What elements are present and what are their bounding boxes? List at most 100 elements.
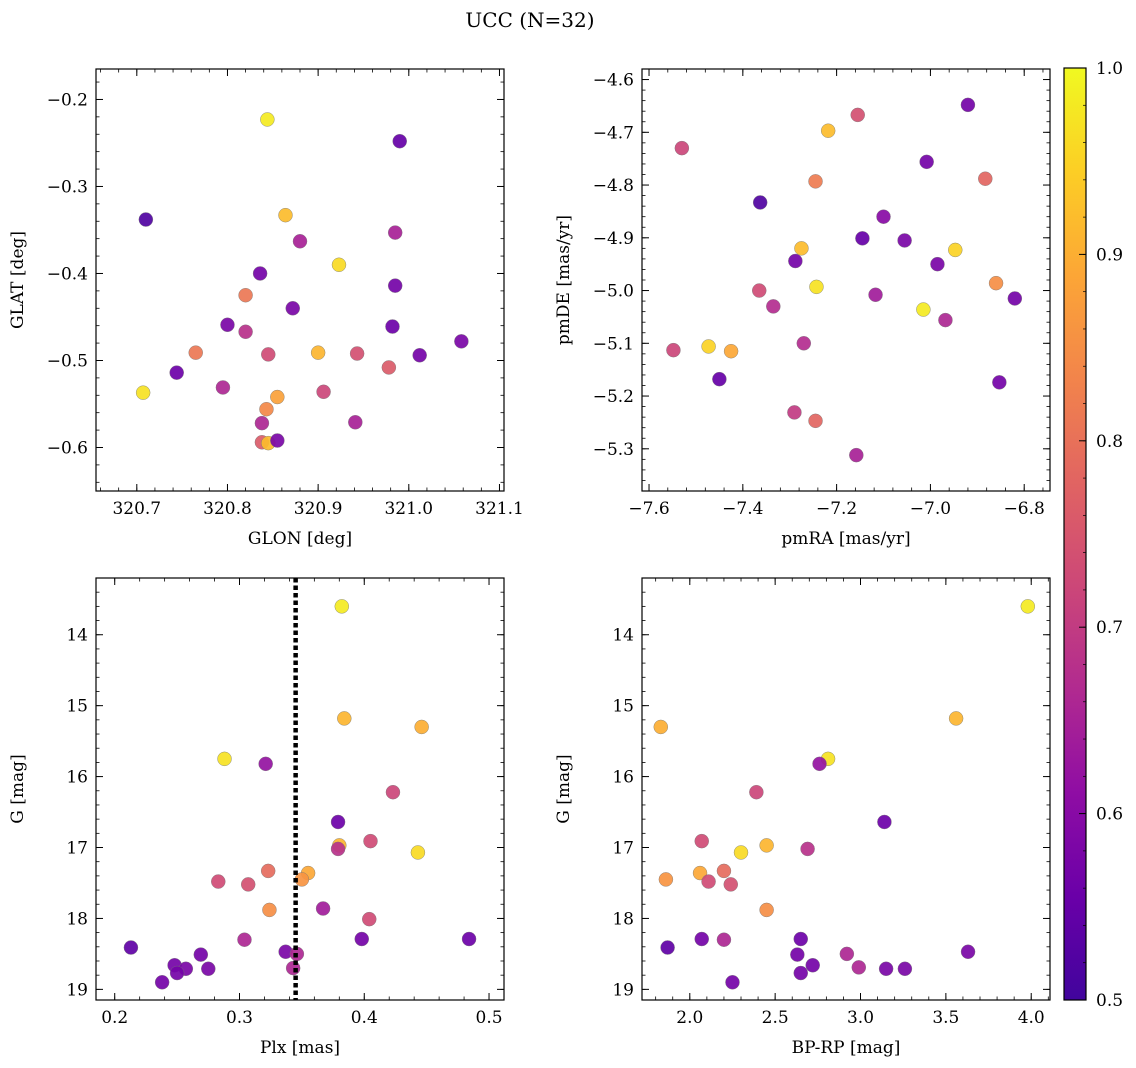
- scatter-point: [674, 140, 690, 156]
- scatter-point: [193, 947, 209, 962]
- scatter-point: [749, 784, 764, 800]
- scatter-point: [270, 433, 285, 448]
- scatter-point: [220, 317, 235, 333]
- scatter-point: [260, 112, 275, 127]
- scatter-point: [790, 947, 805, 962]
- scatter-point: [254, 415, 270, 431]
- scatter-point: [988, 275, 1004, 291]
- scatter-point: [169, 365, 184, 380]
- scatter-point: [796, 336, 811, 351]
- y-tick-label: −5.2: [593, 387, 634, 407]
- y-tick-label: −0.3: [47, 177, 88, 197]
- scatter-point: [330, 814, 346, 830]
- x-tick-label: 321.0: [384, 499, 433, 519]
- scatter-point: [658, 872, 674, 887]
- x-axis-label: pmRA [mas/yr]: [781, 529, 910, 549]
- scatter-point: [1007, 291, 1023, 306]
- scatter-point: [978, 171, 993, 186]
- colorbar: 0.5 0.6 0.7 0.8 0.9 1.0: [1063, 59, 1123, 1011]
- scatter-point: [897, 233, 912, 248]
- scatter-point: [337, 711, 352, 726]
- scatter-point: [851, 960, 867, 975]
- scatter-point: [238, 324, 253, 339]
- panel-plx_g: 0.2 0.3 0.4 0.5 14 15 16 17 18 19 Plx [mas] G [mag]: [8, 577, 505, 1058]
- panel-glon_glat: 320.7 320.8 320.9 321.0 321.1 −0.6 −0.5 −0.4 −0.…: [8, 68, 524, 549]
- scatter-point: [412, 348, 427, 363]
- scatter-point: [793, 931, 808, 947]
- scatter-point: [123, 940, 139, 955]
- colorbar-frame: [1063, 67, 1087, 1001]
- scatter-point: [839, 946, 855, 962]
- y-tick-label: −5.0: [593, 282, 634, 302]
- colorbar-tick-label: 0.8: [1096, 432, 1123, 452]
- scatter-point: [138, 212, 154, 227]
- x-tick-label: 0.4: [351, 1008, 378, 1028]
- x-axis-label: Plx [mas]: [260, 1038, 340, 1058]
- scatter-point: [876, 209, 891, 224]
- scatter-point: [1020, 599, 1036, 614]
- scatter-point: [330, 841, 346, 857]
- scatter-point: [454, 334, 469, 349]
- x-axis-label: BP-RP [mag]: [792, 1038, 901, 1058]
- scatter-point: [261, 347, 276, 362]
- scatter-point: [850, 107, 865, 123]
- scatter-point: [381, 360, 397, 375]
- scatter-point: [410, 845, 426, 860]
- scatter-point: [237, 932, 252, 947]
- y-tick-label: 14: [66, 626, 88, 646]
- scatter-point: [992, 375, 1007, 390]
- scatter-point: [725, 975, 740, 990]
- scatter-point: [712, 371, 727, 387]
- x-tick-label: −6.8: [1004, 499, 1045, 519]
- x-tick-label: 4.0: [1018, 1008, 1045, 1028]
- y-axis-label: GLAT [deg]: [8, 231, 28, 329]
- scatter-point: [211, 874, 226, 889]
- points-layer: [666, 97, 1023, 463]
- y-tick-label: −4.6: [593, 71, 634, 91]
- scatter-point: [877, 814, 892, 830]
- figure-suptitle: UCC (N=32): [465, 8, 594, 32]
- points-layer: [135, 112, 469, 451]
- y-axis-label: pmDE [mas/yr]: [554, 215, 574, 345]
- scatter-point: [260, 863, 276, 879]
- scatter-point: [154, 975, 170, 990]
- y-tick-label: 16: [612, 768, 634, 788]
- y-tick-label: −5.1: [593, 334, 634, 354]
- scatter-point: [334, 599, 349, 614]
- y-tick-label: −4.8: [593, 176, 634, 196]
- scatter-point: [723, 877, 738, 892]
- scatter-point: [252, 266, 268, 281]
- scatter-point: [930, 256, 945, 272]
- scatter-point: [716, 863, 732, 879]
- points-layer: [653, 599, 1036, 990]
- y-tick-label: −0.4: [47, 264, 88, 284]
- y-tick-label: 18: [612, 909, 634, 929]
- x-tick-label: 3.0: [847, 1008, 874, 1028]
- scatter-point: [188, 345, 203, 360]
- y-tick-label: 18: [66, 909, 88, 929]
- y-tick-label: 17: [612, 839, 634, 859]
- y-tick-label: −4.9: [593, 229, 634, 249]
- scatter-point: [270, 389, 285, 405]
- scatter-point: [241, 877, 256, 892]
- scatter-point: [960, 944, 976, 959]
- scatter-point: [948, 711, 964, 726]
- scatter-point: [916, 302, 931, 317]
- y-tick-label: 19: [612, 980, 634, 1000]
- scatter-point: [808, 413, 823, 429]
- x-tick-label: 2.0: [676, 1008, 703, 1028]
- scatter-point: [800, 841, 815, 857]
- colorbar-gradient: [1064, 68, 1086, 1000]
- scatter-point: [701, 874, 716, 889]
- scatter-point: [723, 344, 739, 359]
- scatter-point: [363, 833, 378, 849]
- scatter-point: [310, 345, 326, 360]
- scatter-point: [805, 958, 820, 973]
- x-tick-label: 320.7: [112, 499, 161, 519]
- scatter-point: [812, 756, 827, 772]
- scatter-point: [752, 283, 767, 298]
- scatter-point: [385, 319, 400, 334]
- y-tick-label: 15: [612, 697, 634, 717]
- y-axis-label: G [mag]: [554, 754, 574, 823]
- scatter-point: [733, 845, 749, 860]
